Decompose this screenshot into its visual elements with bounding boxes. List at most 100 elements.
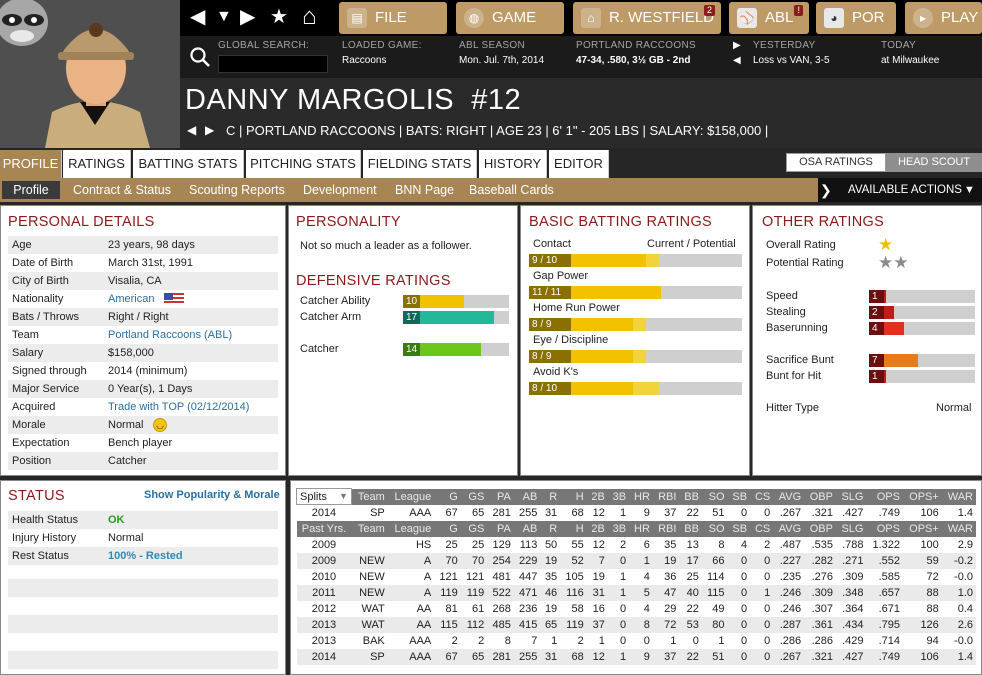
stats-column-header[interactable]: RBI xyxy=(652,520,680,537)
manager-button[interactable]: ⌂ R. WESTFIELD 2 xyxy=(573,2,721,34)
show-popularity-morale-link[interactable]: Show Popularity & Morale xyxy=(144,489,280,501)
subtab-scouting-reports[interactable]: Scouting Reports xyxy=(189,183,285,197)
batting-rating-value: 8 / 10 xyxy=(529,382,571,395)
game-button[interactable]: ◍ GAME xyxy=(456,2,564,34)
stats-column-header[interactable]: SLG xyxy=(835,520,867,537)
stats-column-header[interactable]: SO xyxy=(701,488,728,505)
stats-cell: 12 xyxy=(586,648,608,665)
file-button[interactable]: ▤ FILE xyxy=(339,2,447,34)
stats-column-header[interactable]: 3B xyxy=(607,488,630,505)
stats-column-header[interactable]: GS xyxy=(460,488,488,505)
stats-column-header[interactable]: HR xyxy=(629,520,653,537)
available-actions-button[interactable]: ❯ AVAILABLE ACTIONS ▼ xyxy=(818,178,982,202)
stats-cell: 2011 xyxy=(296,584,352,601)
smiley-face-icon: ◡ xyxy=(153,418,167,432)
subtab-bnn-page[interactable]: BNN Page xyxy=(395,183,455,197)
stats-column-header[interactable]: G xyxy=(434,488,461,505)
stats-column-header[interactable]: OPS xyxy=(866,520,903,537)
forward-arrow-icon[interactable]: ▶ xyxy=(240,6,256,28)
stats-column-header[interactable]: AB xyxy=(513,488,541,505)
stats-column-header[interactable]: G xyxy=(434,520,461,537)
stats-column-header[interactable]: BB xyxy=(679,520,702,537)
prev-arrow-icon[interactable]: ◀ xyxy=(733,55,741,66)
stats-cell: 37 xyxy=(652,648,680,665)
personal-row-value[interactable]: Portland Raccoons (ABL) xyxy=(108,329,233,341)
stats-cell: .795 xyxy=(866,616,903,633)
osa-ratings-toggle[interactable]: OSA RATINGS xyxy=(786,153,886,172)
stats-cell: 70 xyxy=(460,552,488,569)
tab-editor[interactable]: EDITOR xyxy=(549,150,609,178)
overall-rating-star-icon: ★ xyxy=(878,235,894,254)
subtab-profile[interactable]: Profile xyxy=(2,181,60,199)
personal-row-value[interactable]: American xyxy=(108,293,155,305)
stats-cell: 40 xyxy=(679,584,702,601)
next-arrow-icon[interactable]: ▶ xyxy=(733,40,741,51)
prev-player-icon[interactable]: ◀ xyxy=(187,123,197,137)
stats-column-header[interactable]: League xyxy=(387,488,435,505)
stats-column-header[interactable]: Team xyxy=(351,520,388,537)
team-button[interactable]: ◕ POR xyxy=(816,2,896,34)
stats-cell: 2.9 xyxy=(941,536,976,553)
tab-batting-stats[interactable]: BATTING STATS xyxy=(133,150,244,178)
stats-column-header[interactable]: 2B xyxy=(586,520,608,537)
stats-column-header[interactable]: OBP xyxy=(804,488,836,505)
stats-column-header[interactable]: AVG xyxy=(773,520,805,537)
subtab-contract-status[interactable]: Contract & Status xyxy=(73,183,171,197)
play-button[interactable]: ▸ PLAY xyxy=(905,2,982,34)
stats-cell: 2 xyxy=(750,536,774,553)
star-icon[interactable]: ★ xyxy=(270,6,288,28)
tab-profile[interactable]: PROFILE xyxy=(0,150,62,178)
stats-column-header[interactable]: PA xyxy=(487,520,514,537)
stats-column-header[interactable]: R xyxy=(540,520,561,537)
stats-column-header[interactable]: RBI xyxy=(652,488,680,505)
stats-column-header[interactable]: 2B xyxy=(586,488,608,505)
stats-column-header[interactable]: GS xyxy=(460,520,488,537)
stats-column-header[interactable]: 3B xyxy=(607,520,630,537)
stats-column-header[interactable]: PA xyxy=(487,488,514,505)
tab-ratings[interactable]: RATINGS xyxy=(63,150,131,178)
splits-select[interactable]: Splits ▼ xyxy=(296,488,352,505)
stats-column-header[interactable]: OPS xyxy=(866,488,903,505)
stats-column-header[interactable]: CS xyxy=(750,488,774,505)
league-button[interactable]: ⚾ ABL ! xyxy=(729,2,809,34)
tab-fielding-stats[interactable]: FIELDING STATS xyxy=(363,150,477,178)
other-rating-value: 4 xyxy=(869,322,884,335)
stats-column-header[interactable]: League xyxy=(387,520,435,537)
stats-column-header[interactable]: R xyxy=(540,488,561,505)
notification-badge: 2 xyxy=(703,5,715,16)
stats-cell: .267 xyxy=(773,648,805,665)
stats-column-header[interactable]: Team xyxy=(351,488,388,505)
subtab-development[interactable]: Development xyxy=(303,183,377,197)
stats-column-header[interactable]: HR xyxy=(629,488,653,505)
stats-column-header[interactable]: OBP xyxy=(804,520,836,537)
stats-column-header[interactable]: SO xyxy=(701,520,728,537)
subtab-baseball-cards[interactable]: Baseball Cards xyxy=(469,183,554,197)
home-icon[interactable]: ⌂ xyxy=(302,3,317,30)
stats-column-header[interactable]: OPS+ xyxy=(902,520,942,537)
search-icon[interactable] xyxy=(189,46,211,68)
stats-column-header[interactable]: SLG xyxy=(835,488,867,505)
stats-column-header[interactable]: AVG xyxy=(773,488,805,505)
stats-column-header[interactable]: OPS+ xyxy=(902,488,942,505)
stats-column-header[interactable]: WAR xyxy=(941,488,976,505)
personal-row-value[interactable]: Trade with TOP (02/12/2014) xyxy=(108,401,250,413)
tab-pitching-stats[interactable]: PITCHING STATS xyxy=(246,150,361,178)
today-game[interactable]: at Milwaukee xyxy=(881,55,940,66)
yesterday-result[interactable]: Loss vs VAN, 3-5 xyxy=(753,55,830,66)
stats-column-header[interactable]: AB xyxy=(513,520,541,537)
global-search-input[interactable] xyxy=(218,55,328,73)
stats-cell: 0 xyxy=(679,632,702,649)
head-scout-toggle[interactable]: HEAD SCOUT xyxy=(886,153,982,172)
stats-column-header[interactable]: SB xyxy=(727,520,751,537)
stats-column-header[interactable]: WAR xyxy=(941,520,976,537)
tab-history[interactable]: HISTORY xyxy=(479,150,547,178)
stats-column-header[interactable]: BB xyxy=(679,488,702,505)
stats-column-header[interactable]: H xyxy=(560,488,587,505)
stats-column-header[interactable]: H xyxy=(560,520,587,537)
next-player-icon[interactable]: ▶ xyxy=(205,123,215,137)
stats-column-header[interactable]: SB xyxy=(727,488,751,505)
stats-column-header[interactable]: CS xyxy=(750,520,774,537)
dropdown-arrow-icon[interactable]: ▼ xyxy=(216,8,232,25)
back-arrow-icon[interactable]: ◀ xyxy=(190,6,206,28)
stats-cell: 67 xyxy=(434,504,461,521)
